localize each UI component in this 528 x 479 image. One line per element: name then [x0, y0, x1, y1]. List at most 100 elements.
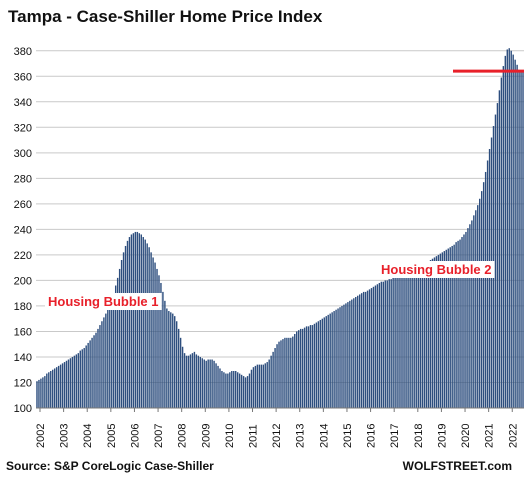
bar	[412, 270, 414, 408]
bar	[248, 373, 251, 408]
bar	[282, 339, 284, 408]
bar	[65, 360, 68, 408]
bar	[225, 373, 227, 408]
bar	[126, 240, 129, 408]
bar	[425, 262, 428, 408]
bar	[156, 268, 158, 408]
x-tick-label: 2018	[413, 424, 425, 448]
bar	[158, 275, 160, 408]
bar	[81, 349, 83, 408]
bar	[467, 228, 469, 408]
bar	[128, 237, 131, 408]
bar	[315, 322, 318, 408]
bar	[138, 233, 141, 408]
bar	[427, 261, 430, 408]
bar	[107, 309, 109, 408]
bar	[435, 256, 438, 408]
bar	[207, 359, 209, 408]
bar	[479, 198, 481, 408]
bar	[164, 300, 166, 408]
bar	[197, 355, 200, 408]
y-tick-label: 140	[14, 352, 32, 364]
bar	[223, 372, 225, 408]
bar	[451, 245, 453, 408]
x-tick-label: 2012	[271, 424, 283, 448]
bar	[471, 220, 473, 408]
bar	[364, 291, 367, 408]
bar	[242, 376, 245, 408]
bar	[189, 354, 192, 408]
bar	[500, 77, 503, 408]
bar	[480, 191, 483, 408]
bar	[463, 234, 465, 408]
bar	[83, 348, 85, 408]
bar	[297, 330, 300, 408]
bar	[93, 335, 95, 408]
bar	[87, 342, 89, 408]
y-tick-label: 100	[14, 403, 32, 415]
bar	[91, 337, 93, 408]
bar	[333, 311, 335, 408]
bar	[170, 312, 172, 408]
bar	[486, 160, 489, 408]
x-tick-label: 2005	[106, 424, 118, 448]
bar	[162, 291, 164, 408]
bar	[175, 321, 178, 408]
bar	[441, 252, 444, 408]
bar	[250, 369, 253, 408]
bar	[469, 224, 471, 408]
bar	[522, 71, 524, 408]
y-tick-label: 340	[14, 97, 32, 109]
bar	[461, 237, 463, 408]
bar	[57, 365, 60, 408]
y-tick-label: 380	[14, 46, 32, 58]
bar	[61, 363, 64, 408]
bar	[211, 359, 213, 408]
bar	[69, 358, 72, 408]
x-tick-label: 2015	[342, 424, 354, 448]
bar	[140, 234, 142, 408]
bar	[116, 277, 119, 408]
bar	[191, 353, 194, 408]
bar	[229, 372, 231, 408]
bar	[303, 327, 306, 408]
bar	[445, 249, 447, 408]
bar	[134, 231, 137, 408]
bar	[357, 295, 359, 408]
x-tick-label: 2016	[366, 424, 378, 448]
bar	[268, 359, 270, 408]
x-tick-label: 2021	[484, 424, 496, 448]
bar	[236, 372, 239, 408]
bar	[319, 319, 322, 408]
bar	[380, 281, 383, 408]
bar	[266, 362, 268, 408]
bar	[124, 245, 127, 408]
bar	[419, 266, 422, 408]
bar	[299, 328, 302, 408]
bar	[378, 282, 381, 408]
bar	[272, 351, 274, 408]
bar	[95, 332, 97, 408]
bar	[181, 346, 184, 408]
bar	[118, 268, 121, 408]
bar	[457, 240, 459, 408]
bar	[307, 326, 310, 408]
bar	[317, 321, 320, 408]
bar	[408, 272, 410, 408]
bar	[109, 304, 111, 408]
x-tick-label: 2009	[200, 424, 212, 448]
bar	[136, 231, 139, 408]
bar	[274, 348, 276, 408]
bar	[305, 326, 308, 408]
bar	[103, 317, 105, 408]
bar	[36, 381, 38, 408]
bar	[355, 297, 357, 408]
bar	[205, 360, 207, 408]
bar	[142, 237, 144, 408]
bar	[488, 149, 491, 408]
bar	[77, 353, 80, 408]
bar	[518, 69, 520, 409]
bar	[370, 288, 373, 408]
bar	[376, 284, 379, 408]
y-tick-label: 220	[14, 250, 32, 262]
